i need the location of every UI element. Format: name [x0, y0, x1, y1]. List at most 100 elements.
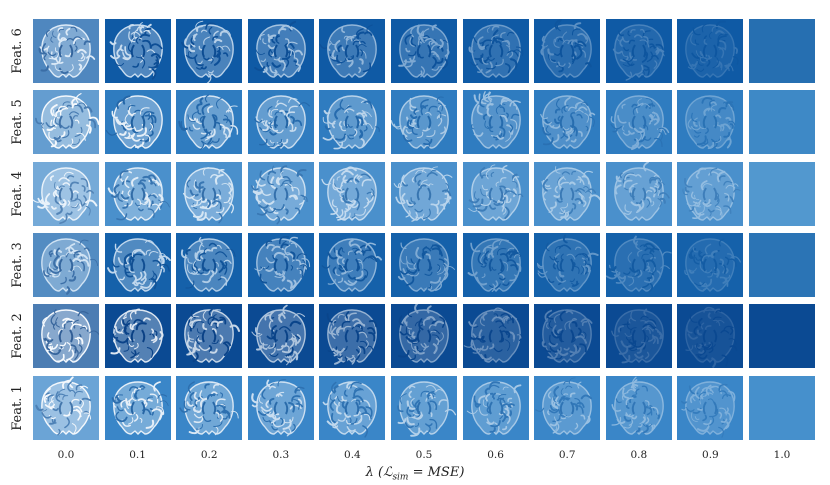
brain-slice-svg	[319, 90, 386, 155]
feature-map-image	[176, 304, 243, 369]
brain-slice-svg	[749, 375, 815, 440]
row-label-2: Feat. 2	[10, 313, 25, 359]
brain-slice-svg	[391, 161, 457, 226]
brain-slice-svg	[534, 232, 601, 297]
loss-subscript: sim	[392, 472, 409, 483]
brain-slice-svg	[319, 375, 386, 440]
feature-map-image	[749, 90, 815, 155]
column-label: 0.7	[558, 449, 576, 461]
feature-map-image	[462, 19, 529, 83]
brain-slice-svg	[104, 375, 171, 440]
feature-map-image	[391, 161, 457, 226]
brain-slice-svg	[319, 304, 386, 369]
brain-slice-svg	[247, 304, 314, 369]
feature-map-image	[677, 19, 744, 83]
feature-map-image	[534, 375, 601, 440]
feature-map-image	[247, 161, 314, 226]
feature-map-image	[462, 304, 529, 369]
feature-map-image	[319, 375, 386, 440]
brain-slice-svg	[319, 19, 386, 83]
feature-map-image	[534, 90, 601, 155]
brain-slice-svg	[104, 161, 171, 226]
feature-map-image	[247, 375, 314, 440]
feature-map-image	[319, 232, 386, 297]
feature-map-image	[391, 90, 457, 155]
brain-slice-svg	[534, 19, 601, 83]
brain-slice-svg	[391, 232, 457, 297]
brain-slice-svg	[462, 375, 529, 440]
brain-slice-svg	[33, 19, 99, 83]
feature-map-image	[605, 232, 672, 297]
feature-map-image	[33, 161, 99, 226]
feature-map-image	[677, 375, 744, 440]
brain-slice-svg	[462, 232, 529, 297]
brain-slice-svg	[176, 304, 243, 369]
brain-slice-svg	[534, 161, 601, 226]
brain-slice-svg	[391, 90, 457, 155]
brain-slice-svg	[749, 304, 815, 369]
brain-slice-svg	[104, 19, 171, 83]
brain-slice-svg	[605, 375, 672, 440]
feature-map-image	[176, 375, 243, 440]
brain-slice-svg	[391, 19, 457, 83]
brain-slice-svg	[749, 232, 815, 297]
feature-map-image	[247, 304, 314, 369]
feature-map-image	[176, 232, 243, 297]
brain-slice-svg	[247, 90, 314, 155]
feature-map-image	[749, 304, 815, 369]
feature-map-image	[534, 232, 601, 297]
feature-map-image	[104, 375, 171, 440]
feature-map-image	[104, 19, 171, 83]
feature-map-image	[462, 161, 529, 226]
feature-map-image	[33, 19, 99, 83]
brain-slice-svg	[176, 375, 243, 440]
brain-slice-svg	[247, 19, 314, 83]
brain-slice-svg	[391, 304, 457, 369]
brain-slice-svg	[319, 161, 386, 226]
brain-slice-svg	[319, 232, 386, 297]
column-label: 0.6	[487, 449, 504, 461]
brain-slice-svg	[605, 19, 672, 83]
feature-map-image	[247, 19, 314, 83]
feature-map-image	[749, 19, 815, 83]
feature-map-image	[605, 161, 672, 226]
brain-slice-svg	[104, 304, 171, 369]
brain-slice-svg	[534, 375, 601, 440]
brain-slice-svg	[605, 90, 672, 155]
brain-slice-svg	[33, 90, 99, 155]
column-label: 0.9	[702, 449, 719, 461]
feature-map-image	[247, 90, 314, 155]
feature-map-image	[462, 232, 529, 297]
brain-slice-svg	[247, 375, 314, 440]
brain-slice-svg	[176, 90, 243, 155]
column-label: 0.0	[57, 449, 75, 461]
row-label-6: Feat. 6	[10, 28, 25, 74]
feature-map-image	[749, 161, 815, 226]
column-label: 0.3	[272, 449, 290, 461]
brain-slice-svg	[104, 90, 171, 155]
feature-map-image	[391, 304, 457, 369]
brain-slice-svg	[677, 375, 744, 440]
feature-map-image	[33, 375, 99, 440]
x-axis-label-open: (	[373, 465, 384, 480]
brain-slice-svg	[176, 19, 243, 83]
feature-map-image	[749, 232, 815, 297]
column-label: 0.2	[200, 449, 218, 461]
brain-slice-svg	[534, 304, 601, 369]
feature-map-image	[605, 304, 672, 369]
brain-slice-svg	[677, 19, 744, 83]
feature-map-image	[176, 19, 243, 83]
x-axis-label-rest: = MSE)	[408, 465, 465, 480]
brain-slice-svg	[462, 19, 529, 83]
feature-map-image	[749, 375, 815, 440]
brain-slice-svg	[749, 19, 815, 83]
brain-slice-svg	[176, 161, 243, 226]
feature-map-image	[677, 304, 744, 369]
brain-slice-svg	[605, 161, 672, 226]
feature-map-image	[534, 19, 601, 83]
column-label: 0.8	[630, 449, 648, 461]
feature-map-image	[391, 375, 457, 440]
feature-map-image	[319, 161, 386, 226]
feature-map-image	[319, 304, 386, 369]
